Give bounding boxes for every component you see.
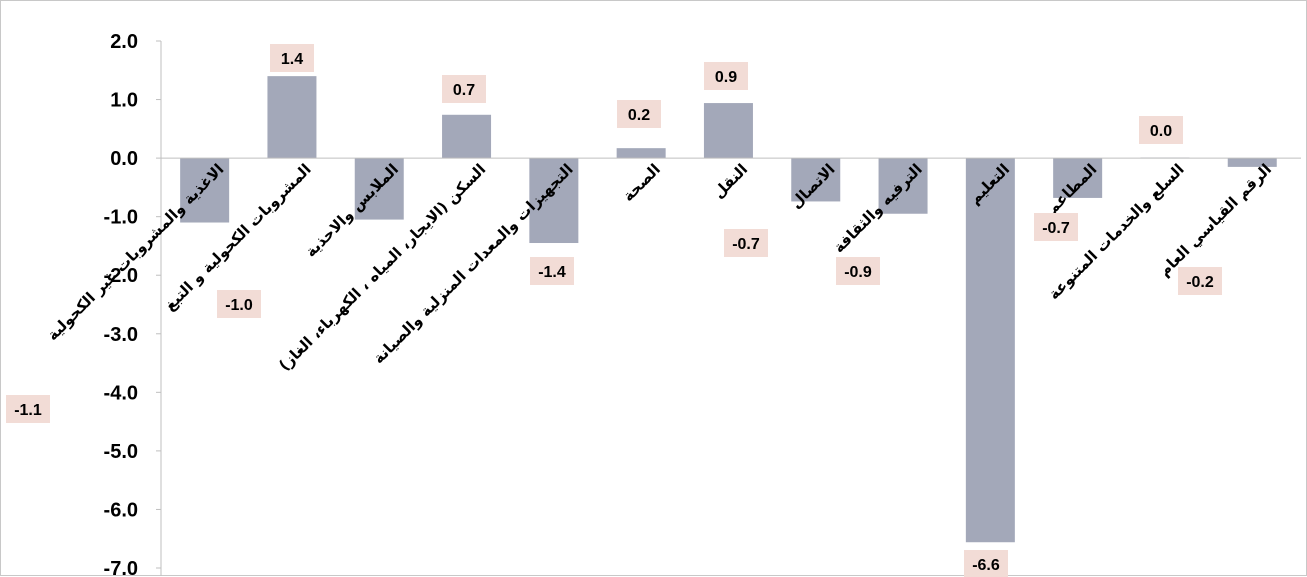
data-label: -6.6 (972, 557, 1000, 574)
bar (616, 148, 666, 159)
category-label: الصحة (619, 160, 664, 205)
data-label-box (724, 229, 768, 257)
y-tick-label: -2.0 (104, 265, 138, 287)
data-label-box (217, 290, 261, 318)
bar (354, 158, 404, 220)
category-label: الاغذية والمشروبات غير الكحولية (43, 160, 227, 344)
data-label-box (964, 550, 1008, 577)
data-label: -0.2 (1186, 274, 1214, 291)
data-label: -0.7 (1042, 220, 1070, 237)
y-tick-label: 0.0 (110, 148, 138, 170)
data-label: 0.2 (628, 107, 650, 124)
y-tick-label: -4.0 (104, 382, 138, 404)
bar (180, 158, 230, 223)
y-tick-label: -5.0 (104, 441, 138, 463)
bar-series (180, 76, 1277, 543)
data-label: -1.4 (538, 264, 566, 281)
data-label-box (617, 100, 661, 128)
data-labels: -1.1 1.4 -1.0 0.7 -1.4 0.2 0.9 -0.7 -0.9 -6.6 -0.7… (6, 44, 1222, 577)
data-label: 1.4 (281, 51, 303, 68)
bar (1227, 158, 1277, 167)
bar (965, 158, 1015, 543)
y-tick-label: -7.0 (104, 558, 138, 577)
data-label: 0.7 (453, 82, 475, 99)
data-label-box (1178, 267, 1222, 295)
data-label-box (442, 75, 486, 103)
data-label: -1.0 (225, 297, 253, 314)
y-tick-label: 2.0 (110, 31, 138, 53)
data-label: -0.9 (844, 264, 872, 281)
data-label-box (1139, 116, 1183, 144)
data-label-box (6, 395, 50, 423)
data-label-box (836, 257, 880, 285)
y-tick-label: -6.0 (104, 499, 138, 521)
data-label-box (270, 44, 314, 72)
y-tick-label: 1.0 (110, 90, 138, 112)
data-label-box (1034, 213, 1078, 241)
data-label-box (530, 257, 574, 285)
bar (791, 158, 841, 202)
y-tick-label: -3.0 (104, 324, 138, 346)
data-label: 0.0 (1150, 123, 1172, 140)
bar (703, 103, 753, 159)
category-label: النقل (709, 160, 751, 202)
data-label: -0.7 (732, 236, 760, 253)
data-label: 0.9 (715, 69, 737, 86)
bar (878, 158, 928, 214)
bar (442, 114, 492, 159)
y-tick-label: -1.0 (104, 207, 138, 229)
data-label-box (704, 62, 748, 90)
bar (267, 76, 317, 159)
bar (1053, 158, 1103, 198)
y-axis-ticks: 2.0 1.0 0.0 -1.0 -2.0 -3.0 -4.0 -5.0 -6.0 -7.0 (104, 31, 161, 577)
bar (529, 158, 579, 244)
data-label: -1.1 (14, 402, 42, 419)
